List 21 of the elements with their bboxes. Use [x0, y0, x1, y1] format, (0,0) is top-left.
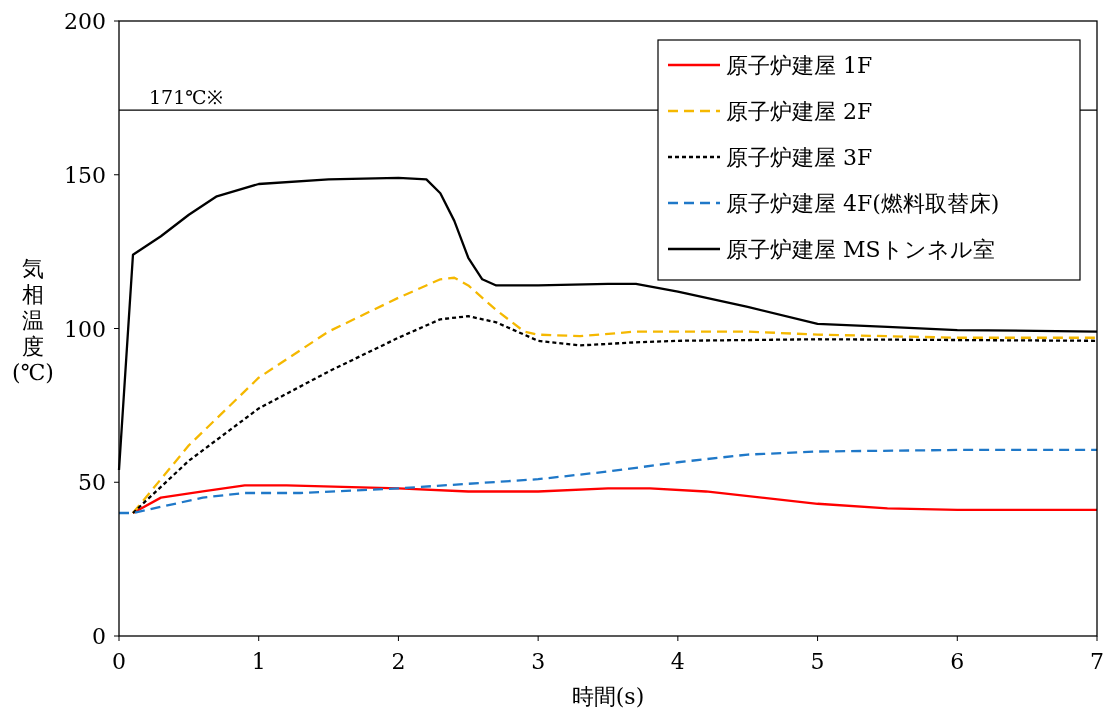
legend-label: 原子炉建屋 3F	[726, 145, 873, 170]
x-tick-label: 6	[950, 649, 965, 674]
x-tick-label: 7	[1090, 649, 1104, 674]
y-tick-label: 200	[64, 9, 106, 34]
y-tick-label: 150	[64, 162, 106, 188]
x-tick-label: 4	[670, 649, 685, 674]
y-tick-label: 50	[78, 470, 106, 496]
y-tick-label: 100	[64, 316, 106, 342]
x-tick-label: 5	[810, 649, 825, 674]
x-axis-title: 時間(s)	[571, 684, 645, 709]
ref-line-label: 171℃※	[149, 86, 223, 109]
legend-label: 原子炉建屋 4F(燃料取替床)	[726, 191, 1000, 216]
legend-label: 原子炉建屋 2F	[726, 99, 873, 124]
y-axis-title: 気相温度(℃)	[12, 256, 54, 385]
x-tick-label: 1	[251, 649, 266, 674]
x-tick-label: 0	[112, 649, 126, 674]
x-tick-label: 2	[391, 649, 406, 674]
x-tick-label: 3	[531, 649, 546, 674]
y-tick-label: 0	[92, 624, 106, 649]
legend-label: 原子炉建屋 MSトンネル室	[726, 237, 995, 262]
legend-label: 原子炉建屋 1F	[726, 53, 873, 78]
